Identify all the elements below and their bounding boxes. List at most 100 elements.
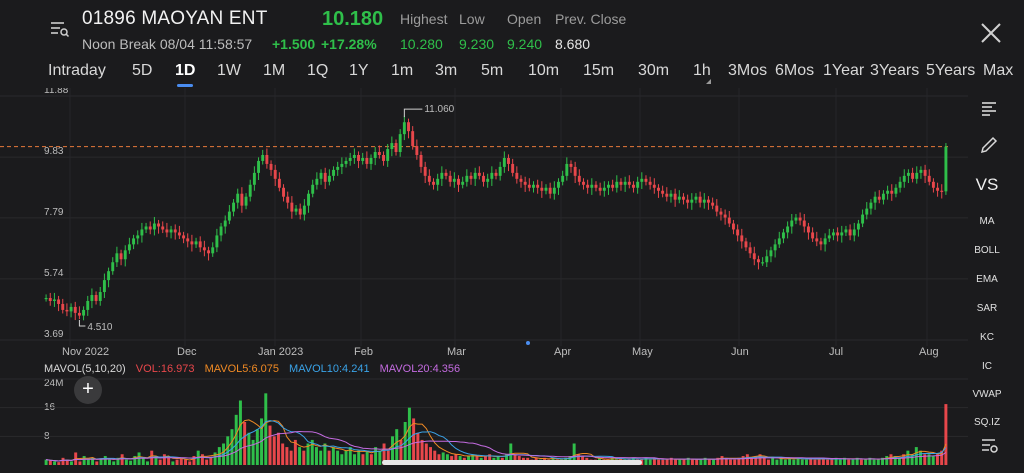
candle xyxy=(915,172,919,179)
candle xyxy=(507,157,510,164)
volume-bar xyxy=(817,459,821,465)
candle xyxy=(186,238,190,242)
tab-1w[interactable]: 1W xyxy=(217,62,241,79)
close-icon[interactable] xyxy=(978,20,1004,46)
candle xyxy=(452,178,456,182)
volume-bar xyxy=(513,454,517,465)
candle xyxy=(615,181,619,188)
legend-mavol20: MAVOL20:4.356 xyxy=(379,363,461,375)
candle xyxy=(536,184,540,188)
indicator-sar[interactable]: SAR xyxy=(976,303,998,314)
volume-bar xyxy=(876,459,880,465)
volume-bar xyxy=(471,454,475,465)
candle xyxy=(736,229,740,236)
tab-1y[interactable]: 1Y xyxy=(349,62,369,79)
candle xyxy=(607,184,610,188)
mavol20-line xyxy=(46,430,947,462)
candle xyxy=(557,181,560,188)
candle xyxy=(140,229,144,236)
candle xyxy=(590,184,594,188)
volume-bar xyxy=(830,459,834,465)
candle xyxy=(677,196,681,200)
pencil-icon[interactable] xyxy=(978,134,1000,156)
volume-chart[interactable] xyxy=(0,375,968,473)
candle xyxy=(715,205,719,212)
tab-1year[interactable]: 1Year xyxy=(823,62,865,79)
volume-bar xyxy=(357,450,361,465)
chart-scroll-handle[interactable] xyxy=(382,460,642,465)
indicator-ma[interactable]: MA xyxy=(979,216,995,227)
tab-10min[interactable]: 10m xyxy=(528,62,560,79)
candle xyxy=(856,223,860,230)
tab-1q[interactable]: 1Q xyxy=(307,62,329,79)
tab-30min[interactable]: 30m xyxy=(638,62,670,79)
candlestick-chart[interactable]: 11.88 9.83 7.79 5.74 3.69 11.060 4.510 xyxy=(0,88,968,346)
candle xyxy=(194,241,198,245)
tab-1m-month[interactable]: 1M xyxy=(263,62,286,79)
price-change-percent: +17.28% xyxy=(321,36,377,52)
volume-bar xyxy=(167,457,171,465)
tab-3min[interactable]: 3m xyxy=(435,62,458,79)
candle xyxy=(881,193,885,200)
indicator-sqiz[interactable]: SQ.IZ xyxy=(973,417,1001,428)
volume-bar xyxy=(885,456,889,465)
volume-bar xyxy=(893,456,897,465)
candle xyxy=(182,235,186,239)
candle xyxy=(432,181,435,185)
stat-label-low: Low xyxy=(459,11,485,27)
candle xyxy=(627,181,631,185)
volume-bar xyxy=(855,457,859,465)
indicator-kc[interactable]: KC xyxy=(980,332,994,343)
candle xyxy=(202,247,206,251)
volume-bar xyxy=(889,454,893,465)
tab-1h[interactable]: 1h xyxy=(693,62,711,79)
volume-bar xyxy=(226,436,230,465)
stat-label-prev-close: Prev. Close xyxy=(555,11,627,27)
settings-list-icon[interactable] xyxy=(978,434,1000,456)
tab-1min[interactable]: 1m xyxy=(391,62,414,79)
candle xyxy=(411,131,415,147)
align-left-icon[interactable] xyxy=(978,98,1000,120)
tab-15min[interactable]: 15m xyxy=(583,62,615,79)
candle xyxy=(257,160,261,173)
indicator-ema[interactable]: EMA xyxy=(976,274,998,285)
tab-5years[interactable]: 5Years xyxy=(926,62,976,79)
candle xyxy=(727,217,731,224)
tab-5d[interactable]: 5D xyxy=(132,62,153,79)
volume-bar xyxy=(378,450,382,465)
tab-max[interactable]: Max xyxy=(983,62,1014,79)
candle xyxy=(402,122,406,135)
volume-bar xyxy=(707,459,711,465)
tab-3mos[interactable]: 3Mos xyxy=(728,62,768,79)
tab-intraday[interactable]: Intraday xyxy=(48,62,106,79)
volume-bar xyxy=(652,457,656,465)
volume-bar xyxy=(399,439,403,465)
tab-6mos[interactable]: 6Mos xyxy=(775,62,815,79)
candle xyxy=(831,232,835,236)
tab-5min[interactable]: 5m xyxy=(481,62,504,79)
volume-bar xyxy=(53,461,57,465)
compare-vs-button[interactable]: VS xyxy=(975,175,999,194)
candle xyxy=(415,146,419,155)
tab-1d[interactable]: 1D xyxy=(175,62,196,79)
mavol-legend[interactable]: MAVOL(5,10,20) VOL:16.973 MAVOL5:6.075 M… xyxy=(44,363,467,375)
volume-bar xyxy=(754,456,758,465)
candle xyxy=(298,208,302,215)
candle xyxy=(777,238,781,245)
candle xyxy=(244,196,248,206)
list-search-icon[interactable] xyxy=(48,18,70,40)
volume-bar xyxy=(897,457,901,465)
volume-bar xyxy=(348,447,352,465)
tab-3years[interactable]: 3Years xyxy=(870,62,920,79)
volume-bar xyxy=(682,459,686,465)
volume-bar xyxy=(775,459,779,465)
indicator-boll[interactable]: BOLL xyxy=(974,245,1000,256)
candle xyxy=(69,306,73,312)
add-indicator-button[interactable]: + xyxy=(74,376,102,404)
tab-dropdown-caret-icon[interactable] xyxy=(706,79,711,84)
indicator-vwap[interactable]: VWAP xyxy=(972,389,1002,400)
legend-mavol5: MAVOL5:6.075 xyxy=(204,363,279,375)
volume-bar xyxy=(403,422,407,465)
indicator-ic[interactable]: IC xyxy=(982,361,992,372)
volume-bar xyxy=(728,459,732,465)
